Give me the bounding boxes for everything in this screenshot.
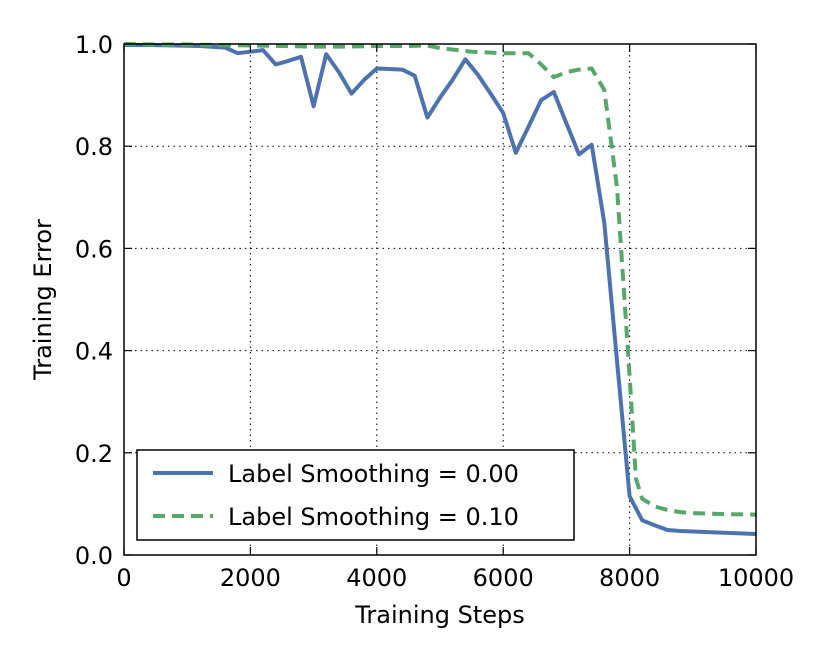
x-tick-labels: 0 2000 4000 6000 8000 10000 bbox=[116, 564, 794, 592]
legend-entry-smoothing-0-10: Label Smoothing = 0.10 bbox=[228, 503, 519, 531]
y-tick-label-0: 0.0 bbox=[75, 542, 113, 570]
plot-frame bbox=[123, 43, 757, 556]
y-tick-label-4: 0.8 bbox=[75, 133, 113, 161]
y-tick-label-3: 0.6 bbox=[75, 235, 113, 263]
series-line-0 bbox=[124, 43, 757, 536]
y-tick-label-2: 0.4 bbox=[75, 338, 113, 366]
x-tick-label-5: 10000 bbox=[718, 564, 794, 592]
legend-entry-smoothing-0: Label Smoothing = 0.00 bbox=[228, 460, 519, 488]
legend: Label Smoothing = 0.00 Label Smoothing =… bbox=[136, 449, 575, 541]
series-layer bbox=[123, 42, 757, 536]
y-tick-label-5: 1.0 bbox=[75, 31, 113, 59]
legend-box bbox=[136, 449, 575, 541]
x-tick-label-4: 8000 bbox=[599, 564, 660, 592]
x-tick-label-3: 6000 bbox=[473, 564, 534, 592]
y-axis-label: Training Error bbox=[29, 219, 57, 381]
axis-ticks bbox=[123, 43, 757, 556]
y-tick-labels: 0.0 0.2 0.4 0.6 0.8 1.0 bbox=[75, 31, 113, 570]
series-line-1 bbox=[123, 42, 757, 517]
x-axis-label: Training Steps bbox=[354, 601, 524, 629]
x-tick-label-0: 0 bbox=[116, 564, 131, 592]
x-tick-label-2: 4000 bbox=[346, 564, 407, 592]
x-tick-label-1: 2000 bbox=[220, 564, 281, 592]
y-tick-label-1: 0.2 bbox=[75, 440, 113, 468]
